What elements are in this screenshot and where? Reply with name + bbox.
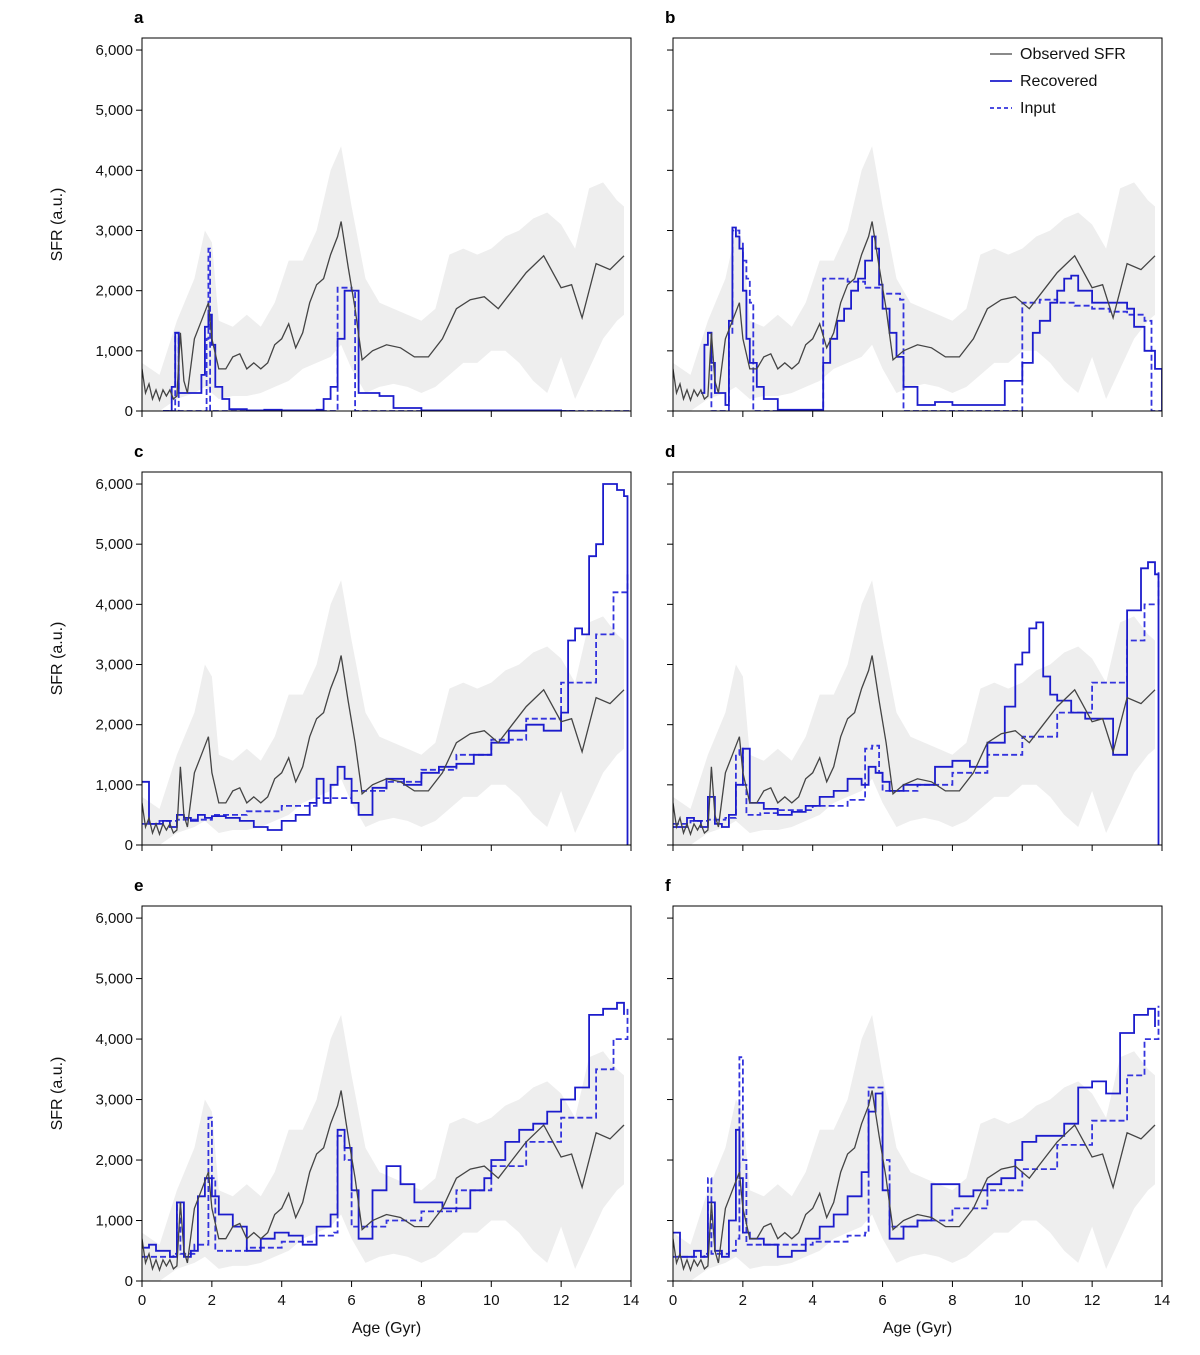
y-tick-label: 6,000 (95, 476, 133, 493)
y-tick-label: 5,000 (95, 102, 133, 119)
y-tick-label: 2,000 (95, 1152, 133, 1169)
panel-e: 0 1,000 2,000 3,000 4,000 5,000 6,000 0 2 4 6 8 10 12… (49, 876, 639, 1337)
uncertainty-band (673, 1014, 1155, 1281)
panel-d: d (665, 442, 1163, 851)
y-tick-label: 0 (125, 1273, 133, 1290)
y-tick-label: 4,000 (95, 162, 133, 179)
uncertainty-band (142, 146, 624, 411)
x-tick-label: 0 (138, 1292, 146, 1309)
x-tick-label: 2 (739, 1292, 747, 1309)
x-tick-label: 12 (1084, 1292, 1101, 1309)
y-axis-label: SFR (a.u.) (49, 622, 66, 696)
observed-series (673, 1090, 1156, 1273)
panel-f: 0 2 4 6 8 10 12 14 Age (Gyr) f (665, 876, 1170, 1337)
legend-observed-label: Observed SFR (1020, 46, 1126, 63)
y-tick-label: 1,000 (95, 1213, 133, 1230)
legend-recovered-label: Recovered (1020, 73, 1097, 90)
panel-letter: d (665, 442, 675, 461)
panel-letter: b (665, 8, 675, 27)
y-tick-label: 6,000 (95, 42, 133, 59)
legend-input-label: Input (1020, 100, 1056, 117)
x-axis-label: Age (Gyr) (883, 1320, 952, 1337)
recovered-series (142, 1001, 625, 1258)
y-tick-label: 1,000 (95, 343, 133, 360)
panel-letter: c (134, 442, 143, 461)
x-tick-label: 6 (347, 1292, 355, 1309)
x-tick-label: 8 (417, 1292, 425, 1309)
y-tick-label: 2,000 (95, 283, 133, 300)
x-tick-label: 12 (553, 1292, 570, 1309)
plot-frame (672, 37, 1163, 412)
y-tick-label: 0 (125, 403, 133, 420)
panel-c: 0 1,000 2,000 3,000 4,000 5,000 6,000 SFR (a.u.… (49, 442, 632, 854)
uncertainty-band (673, 580, 1155, 845)
y-tick-label: 6,000 (95, 910, 133, 927)
x-axis-label: Age (Gyr) (352, 1320, 421, 1337)
observed-series (142, 1090, 625, 1273)
observed-series (673, 655, 1156, 837)
x-tick-label: 10 (1014, 1292, 1031, 1309)
y-tick-label: 0 (125, 837, 133, 854)
y-tick-label: 5,000 (95, 971, 133, 988)
y-tick-label: 4,000 (95, 596, 133, 613)
plot-frame (672, 905, 1163, 1282)
input-series (142, 1008, 629, 1258)
x-tick-label: 14 (623, 1292, 640, 1309)
panel-a: 0 1,000 2,000 3,000 4,000 5,000 6,000 SFR (a.u.… (49, 8, 632, 420)
x-tick-label: 4 (809, 1292, 817, 1309)
x-tick-label: 8 (948, 1292, 956, 1309)
y-axis-label: SFR (a.u.) (49, 188, 66, 262)
panel-b: b Observed SFR Recovered Input (665, 8, 1163, 417)
x-tick-label: 10 (483, 1292, 500, 1309)
uncertainty-band (673, 146, 1155, 411)
x-tick-label: 2 (208, 1292, 216, 1309)
x-tick-label: 6 (878, 1292, 886, 1309)
plot-frame (141, 905, 632, 1282)
y-tick-label: 4,000 (95, 1031, 133, 1048)
y-axis-label: SFR (a.u.) (49, 1057, 66, 1131)
y-tick-label: 5,000 (95, 536, 133, 553)
y-tick-label: 3,000 (95, 1092, 133, 1109)
panel-letter: f (665, 876, 671, 895)
panel-letter: e (134, 876, 143, 895)
uncertainty-band (142, 1014, 624, 1281)
x-tick-label: 4 (278, 1292, 286, 1309)
observed-series (142, 655, 625, 837)
recovered-series (142, 483, 629, 845)
x-tick-label: 14 (1154, 1292, 1171, 1309)
observed-series (142, 221, 625, 403)
y-tick-label: 1,000 (95, 777, 133, 794)
input-series (707, 229, 1162, 411)
legend: Observed SFR Recovered Input (990, 46, 1126, 117)
recovered-series (163, 289, 576, 411)
observed-series (673, 221, 1156, 403)
panel-letter: a (134, 8, 144, 27)
plot-frame (141, 37, 632, 412)
uncertainty-band (142, 580, 624, 845)
input-series (673, 571, 1160, 825)
y-tick-label: 3,000 (95, 223, 133, 240)
x-tick-label: 0 (669, 1292, 677, 1309)
y-tick-label: 3,000 (95, 657, 133, 674)
recovered-series (673, 561, 1160, 845)
recovered-series (673, 1007, 1156, 1258)
plot-frame (672, 471, 1163, 846)
y-tick-label: 2,000 (95, 717, 133, 734)
plot-frame (141, 471, 632, 846)
